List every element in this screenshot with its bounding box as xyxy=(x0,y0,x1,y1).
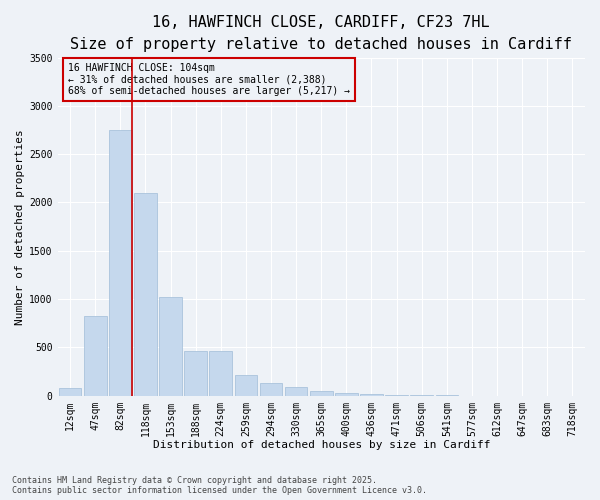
Y-axis label: Number of detached properties: Number of detached properties xyxy=(15,129,25,324)
Bar xyxy=(134,193,157,396)
Bar xyxy=(235,376,257,396)
Title: 16, HAWFINCH CLOSE, CARDIFF, CF23 7HL
Size of property relative to detached hous: 16, HAWFINCH CLOSE, CARDIFF, CF23 7HL Si… xyxy=(70,15,572,52)
Bar xyxy=(159,297,182,396)
Bar xyxy=(84,316,107,396)
Bar xyxy=(184,352,207,396)
Bar xyxy=(360,394,383,396)
Bar xyxy=(109,130,131,396)
Bar xyxy=(385,395,408,396)
Text: 16 HAWFINCH CLOSE: 104sqm
← 31% of detached houses are smaller (2,388)
68% of se: 16 HAWFINCH CLOSE: 104sqm ← 31% of detac… xyxy=(68,62,350,96)
Bar xyxy=(209,352,232,396)
Text: Contains HM Land Registry data © Crown copyright and database right 2025.
Contai: Contains HM Land Registry data © Crown c… xyxy=(12,476,427,495)
Bar xyxy=(59,388,82,396)
Bar xyxy=(310,392,332,396)
Bar xyxy=(285,387,307,396)
Bar xyxy=(260,383,283,396)
Bar xyxy=(335,393,358,396)
X-axis label: Distribution of detached houses by size in Cardiff: Distribution of detached houses by size … xyxy=(152,440,490,450)
